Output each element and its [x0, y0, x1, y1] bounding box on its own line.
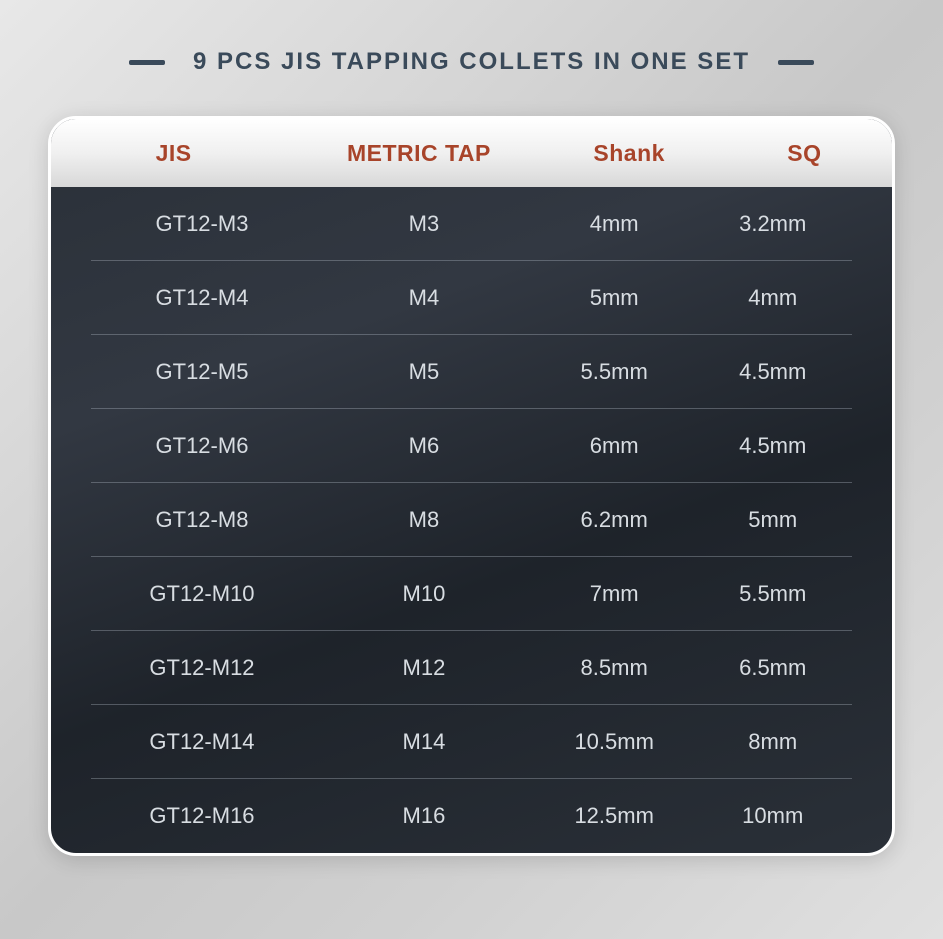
cell-sq: 4.5mm — [693, 433, 852, 459]
cell-metric: M12 — [313, 655, 535, 681]
cell-jis: GT12-M4 — [91, 285, 313, 311]
cell-metric: M4 — [313, 285, 535, 311]
cell-metric: M14 — [313, 729, 535, 755]
cell-sq: 4mm — [693, 285, 852, 311]
cell-shank: 5mm — [535, 285, 694, 311]
table-row: GT12-M8 M8 6.2mm 5mm — [91, 483, 852, 557]
cell-shank: 12.5mm — [535, 803, 694, 829]
cell-shank: 8.5mm — [535, 655, 694, 681]
cell-sq: 3.2mm — [693, 211, 852, 237]
table-header-row: JIS METRIC TAP Shank SQ — [51, 119, 892, 187]
table-body: GT12-M3 M3 4mm 3.2mm GT12-M4 M4 5mm 4mm … — [51, 187, 892, 853]
cell-sq: 5mm — [693, 507, 852, 533]
cell-sq: 4.5mm — [693, 359, 852, 385]
cell-shank: 6mm — [535, 433, 694, 459]
spec-table-card: JIS METRIC TAP Shank SQ GT12-M3 M3 4mm 3… — [48, 116, 895, 856]
cell-sq: 6.5mm — [693, 655, 852, 681]
table-row: GT12-M10 M10 7mm 5.5mm — [91, 557, 852, 631]
cell-shank: 7mm — [535, 581, 694, 607]
title-dash-left — [129, 60, 165, 65]
cell-sq: 5.5mm — [693, 581, 852, 607]
col-header-sq: SQ — [717, 140, 892, 167]
title-dash-right — [778, 60, 814, 65]
page-title: 9 PCS JIS TAPPING COLLETS IN ONE SET — [193, 48, 750, 76]
cell-metric: M5 — [313, 359, 535, 385]
col-header-shank: Shank — [542, 140, 717, 167]
cell-jis: GT12-M6 — [91, 433, 313, 459]
cell-shank: 6.2mm — [535, 507, 694, 533]
col-header-jis: JIS — [51, 140, 296, 167]
cell-jis: GT12-M14 — [91, 729, 313, 755]
cell-jis: GT12-M3 — [91, 211, 313, 237]
table-row: GT12-M6 M6 6mm 4.5mm — [91, 409, 852, 483]
table-row: GT12-M12 M12 8.5mm 6.5mm — [91, 631, 852, 705]
cell-shank: 5.5mm — [535, 359, 694, 385]
cell-jis: GT12-M12 — [91, 655, 313, 681]
cell-jis: GT12-M10 — [91, 581, 313, 607]
cell-metric: M8 — [313, 507, 535, 533]
cell-sq: 8mm — [693, 729, 852, 755]
cell-metric: M3 — [313, 211, 535, 237]
cell-jis: GT12-M5 — [91, 359, 313, 385]
cell-metric: M6 — [313, 433, 535, 459]
table-row: GT12-M4 M4 5mm 4mm — [91, 261, 852, 335]
table-row: GT12-M16 M16 12.5mm 10mm — [91, 779, 852, 853]
cell-jis: GT12-M16 — [91, 803, 313, 829]
title-bar: 9 PCS JIS TAPPING COLLETS IN ONE SET — [0, 0, 943, 76]
cell-shank: 10.5mm — [535, 729, 694, 755]
table-row: GT12-M14 M14 10.5mm 8mm — [91, 705, 852, 779]
cell-metric: M10 — [313, 581, 535, 607]
cell-jis: GT12-M8 — [91, 507, 313, 533]
col-header-metric: METRIC TAP — [296, 140, 541, 167]
cell-sq: 10mm — [693, 803, 852, 829]
cell-shank: 4mm — [535, 211, 694, 237]
cell-metric: M16 — [313, 803, 535, 829]
table-row: GT12-M3 M3 4mm 3.2mm — [91, 187, 852, 261]
table-row: GT12-M5 M5 5.5mm 4.5mm — [91, 335, 852, 409]
